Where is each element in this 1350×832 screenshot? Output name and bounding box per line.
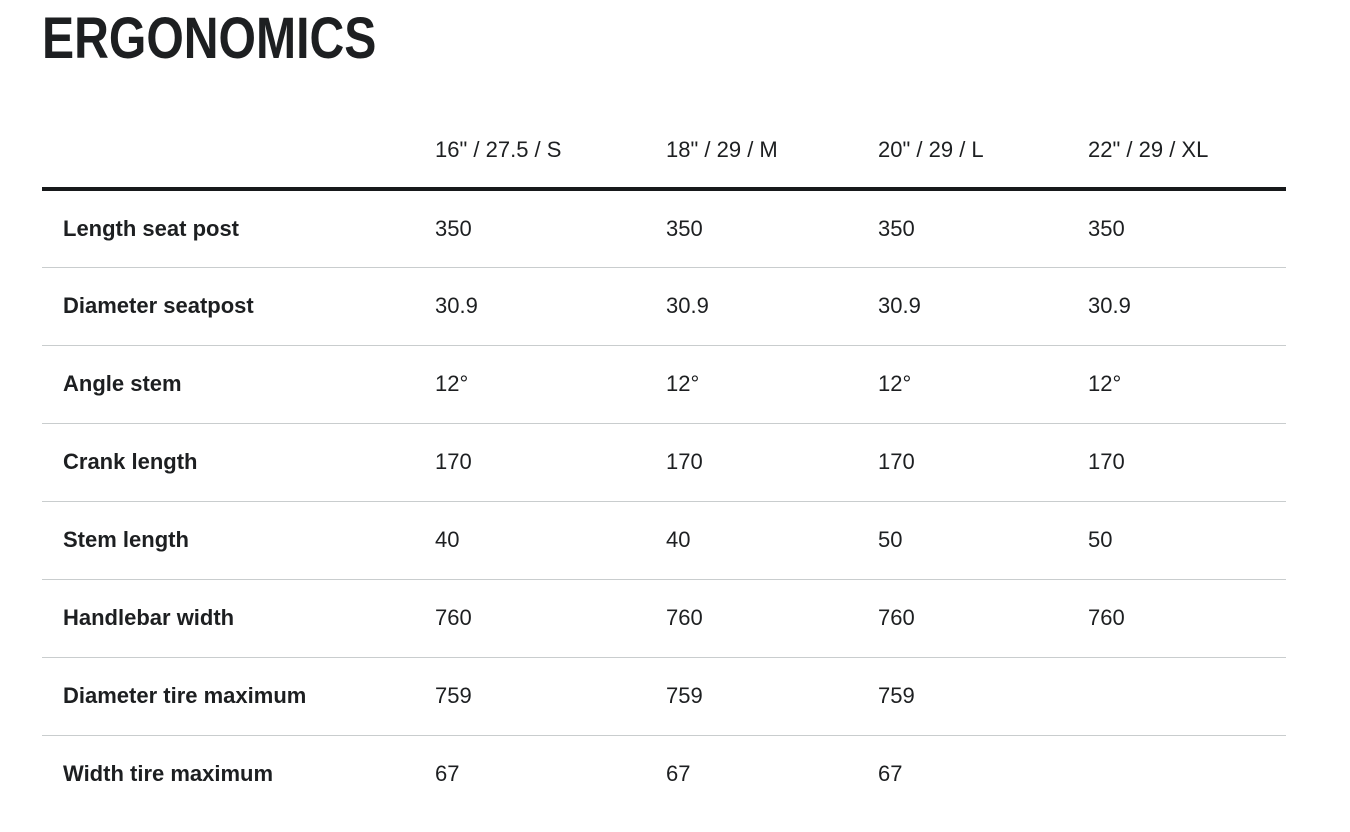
cell-value: 760 (1088, 605, 1125, 630)
cell-value: 350 (878, 215, 915, 241)
cell-value: 350 (666, 215, 703, 241)
table-row: Width tire maximum 67 67 67 (42, 735, 1286, 813)
column-header: 20" / 29 / L (866, 112, 1076, 191)
cell-value: 350 (1088, 215, 1125, 241)
row-label: Angle stem (63, 371, 182, 396)
row-label: Length seat post (63, 215, 240, 241)
table-row: Angle stem 12° 12° 12° 12° (42, 345, 1286, 423)
cell-value: 40 (666, 527, 691, 552)
cell-value: 12° (878, 371, 912, 396)
column-header: 18" / 29 / M (654, 112, 866, 191)
cell-value: 67 (435, 761, 460, 787)
cell-value: 12° (435, 371, 469, 396)
cell-value (1076, 735, 1286, 813)
table-row: Stem length 40 40 50 50 (42, 501, 1286, 579)
row-label: Diameter tire maximum (63, 683, 307, 708)
row-label: Diameter seatpost (63, 293, 254, 318)
row-label: Stem length (63, 527, 189, 552)
table-row: Crank length 170 170 170 170 (42, 423, 1286, 501)
cell-value: 760 (666, 605, 703, 630)
cell-value: 30.9 (666, 293, 709, 318)
table-row: Diameter seatpost 30.9 30.9 30.9 30.9 (42, 267, 1286, 345)
cell-value: 30.9 (435, 293, 478, 318)
cell-value: 170 (435, 449, 472, 474)
cell-value: 350 (435, 215, 472, 241)
cell-value: 759 (666, 683, 703, 708)
cell-value: 50 (1088, 527, 1113, 552)
page-title: ERGONOMICS (42, 6, 377, 71)
cell-value: 50 (878, 527, 903, 552)
table-row: Diameter tire maximum 759 759 759 (42, 657, 1286, 735)
cell-value: 67 (878, 761, 903, 787)
table-row: Handlebar width 760 760 760 760 (42, 579, 1286, 657)
cell-value: 40 (435, 527, 460, 552)
cell-value (1076, 657, 1286, 735)
ergonomics-table: 16" / 27.5 / S 18" / 29 / M 20" / 29 / L 22… (42, 112, 1286, 813)
cell-value: 760 (878, 605, 915, 630)
header-row: 16" / 27.5 / S 18" / 29 / M 20" / 29 / L 22… (42, 112, 1286, 191)
table-row: Length seat post 350 350 350 350 (42, 189, 1286, 267)
page: ERGONOMICS 16" / 27.5 / S 18" / 29 / M 20"… (42, 0, 1286, 813)
row-label: Handlebar width (63, 605, 235, 630)
cell-value: 759 (435, 683, 472, 708)
column-header: 16" / 27.5 / S (423, 112, 654, 191)
cell-value: 170 (666, 449, 703, 474)
cell-value: 759 (878, 683, 915, 708)
table-body: Length seat post 350 350 350 350 Diameter sea… (42, 189, 1286, 813)
cell-value: 30.9 (1088, 293, 1131, 318)
cell-value: 760 (435, 605, 472, 630)
cell-value: 12° (1088, 371, 1122, 396)
cell-value: 30.9 (878, 293, 921, 318)
row-label: Crank length (63, 449, 198, 474)
cell-value: 170 (878, 449, 915, 474)
cell-value: 12° (666, 371, 700, 396)
cell-value: 170 (1088, 449, 1125, 474)
row-label: Width tire maximum (63, 761, 274, 787)
column-header: 22" / 29 / XL (1076, 112, 1286, 191)
header-empty-cell (42, 112, 423, 191)
cell-value: 67 (666, 761, 691, 787)
